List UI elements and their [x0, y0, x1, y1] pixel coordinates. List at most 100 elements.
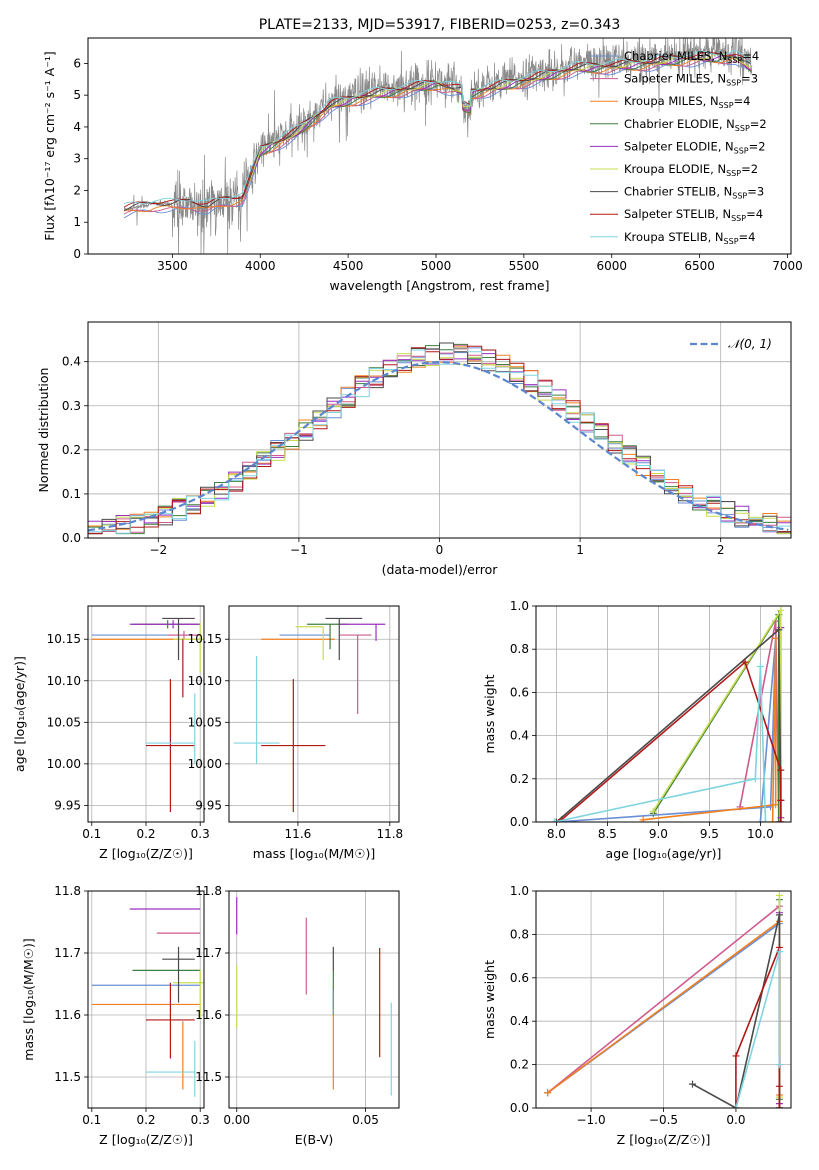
- x-tick-label: 0.2: [136, 827, 155, 841]
- weight-marker-kroupa_stelib: [756, 662, 764, 670]
- x-tick-label: 0.3: [191, 1113, 210, 1127]
- weight-line-kroupa_miles: [643, 638, 777, 822]
- residuals-legend: 𝒩(0, 1): [690, 337, 772, 351]
- model-spectrum-salpeter_stelib: [123, 51, 752, 208]
- y-tick-label: 0.0: [510, 1101, 529, 1115]
- age_vs_mass-panel: 11.6 11.8 9.95 10.00 10.05 10.10 10.15 mass [lo…: [188, 605, 403, 861]
- y-tick-label: 0.2: [510, 772, 529, 786]
- legend-label: Chabrier ELODIE, NSSP=2: [624, 117, 767, 133]
- spectrum-data-line: [123, 38, 753, 254]
- legend-label-sub: SSP: [726, 79, 741, 88]
- plot-area: [123, 38, 753, 254]
- model-spectrum-kroupa_stelib: [123, 50, 752, 205]
- axes-frame: [228, 605, 400, 823]
- x-tick-label: 0.1: [82, 827, 101, 841]
- axes-frame: [87, 37, 792, 255]
- legend-label-text: Kroupa MILES, N: [624, 94, 719, 108]
- age_vs_Z-panel: 0.1 0.2 0.3 9.95 10.00 10.05 10.10 10.15 Z [log₁…: [12, 605, 210, 861]
- x-tick-label: 9.5: [700, 827, 719, 841]
- legend-label-suffix: =4: [742, 49, 759, 63]
- y-tick-label: 0.4: [510, 729, 529, 743]
- x-tick-label: 0.00: [223, 1113, 250, 1127]
- weight-marker-salpeter_stelib: [741, 658, 749, 666]
- weight-marker-kroupa_stelib: [762, 818, 769, 822]
- weight-marker-salpeter_stelib: [775, 1104, 783, 1108]
- y-axis-label: mass weight: [482, 960, 497, 1039]
- y-tick-label: 10.15: [47, 632, 81, 646]
- mass_vs_Z-panel: 0.1 0.2 0.3 11.5 11.6 11.7 11.8 Z [log₁₀(Z/Z☉)]…: [21, 884, 210, 1147]
- weight-line-kroupa_stelib: [554, 666, 767, 822]
- weight-marker-kroupa_stelib: [550, 818, 558, 822]
- weight-marker-kroupa_stelib: [775, 948, 783, 956]
- x-tick-label: 6000: [596, 259, 627, 273]
- legend-label-text: Salpeter STELIB, N: [624, 207, 731, 221]
- y-tick-label: 9.95: [195, 798, 222, 812]
- model-spectrum-kroupa_elodie: [242, 53, 752, 199]
- x-tick-label: 1: [576, 543, 584, 557]
- x-tick-label: 2: [717, 543, 725, 557]
- y-tick-label: 11.6: [195, 1008, 222, 1022]
- y-tick-label: 11.7: [54, 946, 81, 960]
- plot-area: [550, 606, 785, 822]
- y-tick-label: 0.6: [510, 685, 529, 699]
- x-tick-label: −0.5: [649, 1113, 678, 1127]
- y-tick-label: 10.05: [188, 715, 222, 729]
- legend-label-text: Kroupa STELIB, N: [624, 230, 724, 244]
- x-tick-label: 11.8: [376, 827, 403, 841]
- y-tick-label: 11.6: [54, 1008, 81, 1022]
- weight-marker-kroupa_stelib: [775, 1061, 783, 1069]
- plot-area: [544, 891, 783, 1108]
- plot-area: [91, 908, 204, 1097]
- y-axis-label: mass [log₁₀(M/M☉)]: [21, 938, 36, 1060]
- x-tick-label: 10.0: [747, 827, 774, 841]
- y-tick-label: 0.2: [510, 1058, 529, 1072]
- y-axis-label: mass weight: [482, 674, 497, 753]
- y-tick-label: 0.4: [510, 1014, 529, 1028]
- y-tick-label: 10.05: [47, 715, 81, 729]
- legend-label-suffix: =3: [741, 72, 758, 86]
- plot-area: [91, 617, 204, 813]
- mass_vs_ebv-panel: 0.00 0.05 11.5 11.6 11.7 11.8 E(B-V): [195, 884, 400, 1147]
- weight-marker-kroupa_elodie: [775, 891, 783, 899]
- weight-marker-chabrier_stelib: [775, 911, 783, 919]
- y-tick-label: 10.10: [188, 674, 222, 688]
- legend-label-text: Chabrier STELIB, N: [624, 185, 732, 199]
- x-tick-label: 9.0: [649, 827, 668, 841]
- legend-label-suffix: =4: [734, 94, 751, 108]
- legend-label: Kroupa STELIB, NSSP=4: [624, 230, 755, 246]
- x-tick-label: 0.1: [82, 1113, 101, 1127]
- weight-marker-salpeter_stelib: [777, 818, 785, 822]
- legend-label: Chabrier MILES, NSSP=4: [624, 49, 759, 65]
- weight-line-kroupa_stelib: [735, 951, 781, 1108]
- legend-label: Salpeter STELIB, NSSP=4: [624, 207, 763, 223]
- y-tick-label: 11.8: [54, 884, 81, 898]
- x-axis-label: Z [log₁₀(Z/Z☉)]: [99, 1132, 193, 1147]
- weight-marker-salpeter_stelib: [732, 1052, 740, 1060]
- y-tick-label: 11.5: [54, 1070, 81, 1084]
- x-axis-label: E(B-V): [295, 1132, 334, 1147]
- y-tick-label: 11.8: [195, 884, 222, 898]
- y-tick-label: 3: [73, 152, 81, 166]
- legend-label-suffix: =4: [746, 207, 763, 221]
- weight-marker-chabrier_elodie: [775, 818, 783, 822]
- spectrum-panel: 3500 4000 4500 5000 5500 6000 6500 7000 0 1 2 3 4 5 6 w…: [42, 17, 803, 293]
- legend-label-text: Chabrier MILES, N: [624, 49, 727, 63]
- y-tick-label: 1.0: [510, 599, 529, 613]
- y-tick-label: 4: [73, 120, 81, 134]
- y-tick-label: 0.4: [62, 355, 81, 369]
- x-tick-label: 0: [436, 543, 444, 557]
- legend-label-suffix: =2: [741, 162, 758, 176]
- legend-label: Salpeter MILES, NSSP=3: [624, 72, 758, 88]
- x-tick-label: 3500: [157, 259, 188, 273]
- x-tick-label: −1: [290, 543, 308, 557]
- x-tick-label: −1.0: [576, 1113, 605, 1127]
- y-tick-label: 11.7: [195, 946, 222, 960]
- y-tick-label: 0.8: [510, 642, 529, 656]
- y-tick-label: 10.15: [188, 632, 222, 646]
- x-axis-label: Z [log₁₀(Z/Z☉)]: [617, 1132, 711, 1147]
- legend-label-suffix: =4: [739, 230, 756, 244]
- x-axis-label: (data-model)/error: [382, 562, 499, 577]
- massweight_vs_age-panel: 8.0 8.5 9.0 9.5 10.0 0.0 0.2 0.4 0.6 0.8 1.0 age [l…: [482, 599, 792, 861]
- x-tick-label: 0.2: [136, 1113, 155, 1127]
